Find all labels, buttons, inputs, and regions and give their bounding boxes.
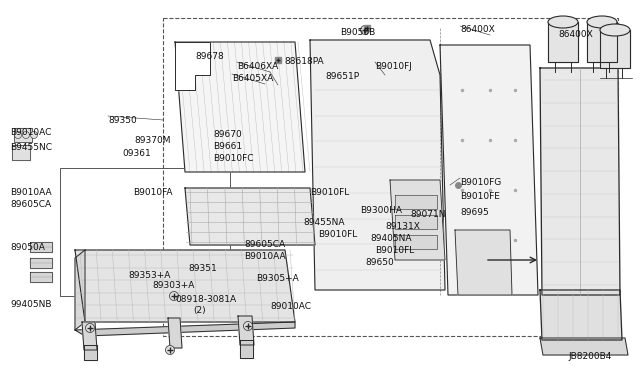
Circle shape [15,131,22,138]
Polygon shape [587,22,617,62]
Bar [163,18,618,336]
Text: 89695: 89695 [460,208,489,217]
Ellipse shape [548,16,578,28]
Text: 86400X: 86400X [460,25,495,34]
Circle shape [166,346,175,355]
Circle shape [360,26,369,35]
Polygon shape [600,30,630,68]
Polygon shape [540,338,628,355]
Polygon shape [82,322,97,350]
Text: B6406XA: B6406XA [237,62,278,71]
Polygon shape [84,345,97,360]
Text: 09361: 09361 [122,149,151,158]
Polygon shape [30,258,52,268]
Polygon shape [30,242,52,252]
Text: B9305+A: B9305+A [256,274,299,283]
Text: B9010FL: B9010FL [375,246,414,255]
Text: 89071N: 89071N [410,210,445,219]
Polygon shape [30,272,52,282]
Text: B9010FE: B9010FE [460,192,500,201]
Polygon shape [455,230,512,295]
Ellipse shape [587,16,617,28]
Text: B9010AA: B9010AA [10,188,52,197]
Polygon shape [175,42,305,172]
Text: B9010FJ: B9010FJ [375,62,412,71]
Polygon shape [75,250,295,322]
Polygon shape [310,40,445,290]
Text: 89650: 89650 [365,258,394,267]
Text: JB8200B4: JB8200B4 [568,352,611,361]
Polygon shape [238,316,254,345]
Text: B9010AC: B9010AC [10,128,51,137]
Text: B9010FL: B9010FL [310,188,349,197]
Text: B9300HA: B9300HA [360,206,402,215]
Text: 89370M: 89370M [134,136,170,145]
Circle shape [31,131,38,138]
Text: B9010FL: B9010FL [318,230,357,239]
Text: B9010FG: B9010FG [460,178,501,187]
Text: B6405XA: B6405XA [232,74,273,83]
Polygon shape [395,235,437,249]
Polygon shape [75,250,85,330]
Text: 89670: 89670 [213,130,242,139]
Polygon shape [240,340,253,358]
Polygon shape [540,290,622,340]
Polygon shape [395,195,437,209]
Text: B9010AA: B9010AA [244,252,285,261]
Text: 89351: 89351 [188,264,217,273]
Polygon shape [548,22,578,62]
Polygon shape [185,188,315,245]
Text: B9455NC: B9455NC [10,143,52,152]
Text: 89678: 89678 [195,52,224,61]
Polygon shape [175,42,210,90]
Polygon shape [14,128,32,142]
Text: 08918-3081A: 08918-3081A [175,295,236,304]
Text: B9010FC: B9010FC [213,154,253,163]
Polygon shape [75,322,295,336]
Text: 89131X: 89131X [385,222,420,231]
Text: 88618PA: 88618PA [284,57,324,66]
Text: 89010AC: 89010AC [270,302,311,311]
Text: B9050B: B9050B [340,28,375,37]
Polygon shape [440,45,538,295]
Bar [60,168,230,296]
Ellipse shape [600,24,630,36]
Text: 86400X: 86400X [558,30,593,39]
Text: 89405NA: 89405NA [370,234,412,243]
Text: 89455NA: 89455NA [303,218,344,227]
Circle shape [170,292,179,301]
Text: (2): (2) [193,306,205,315]
Polygon shape [168,318,182,348]
Text: B9010FA: B9010FA [133,188,173,197]
Circle shape [86,324,95,333]
Text: B9661: B9661 [213,142,242,151]
Text: 89353+A: 89353+A [128,271,170,280]
Polygon shape [12,145,30,160]
Text: 89350: 89350 [108,116,137,125]
Text: 89605CA: 89605CA [10,200,51,209]
Polygon shape [540,68,620,295]
Text: 89605CA: 89605CA [244,240,285,249]
Circle shape [22,131,29,138]
Text: 99405NB: 99405NB [10,300,51,309]
Text: 89651P: 89651P [325,72,359,81]
Polygon shape [395,215,437,229]
Polygon shape [390,180,445,260]
Circle shape [243,321,253,330]
Text: 89050A: 89050A [10,243,45,252]
Text: 89303+A: 89303+A [152,281,195,290]
